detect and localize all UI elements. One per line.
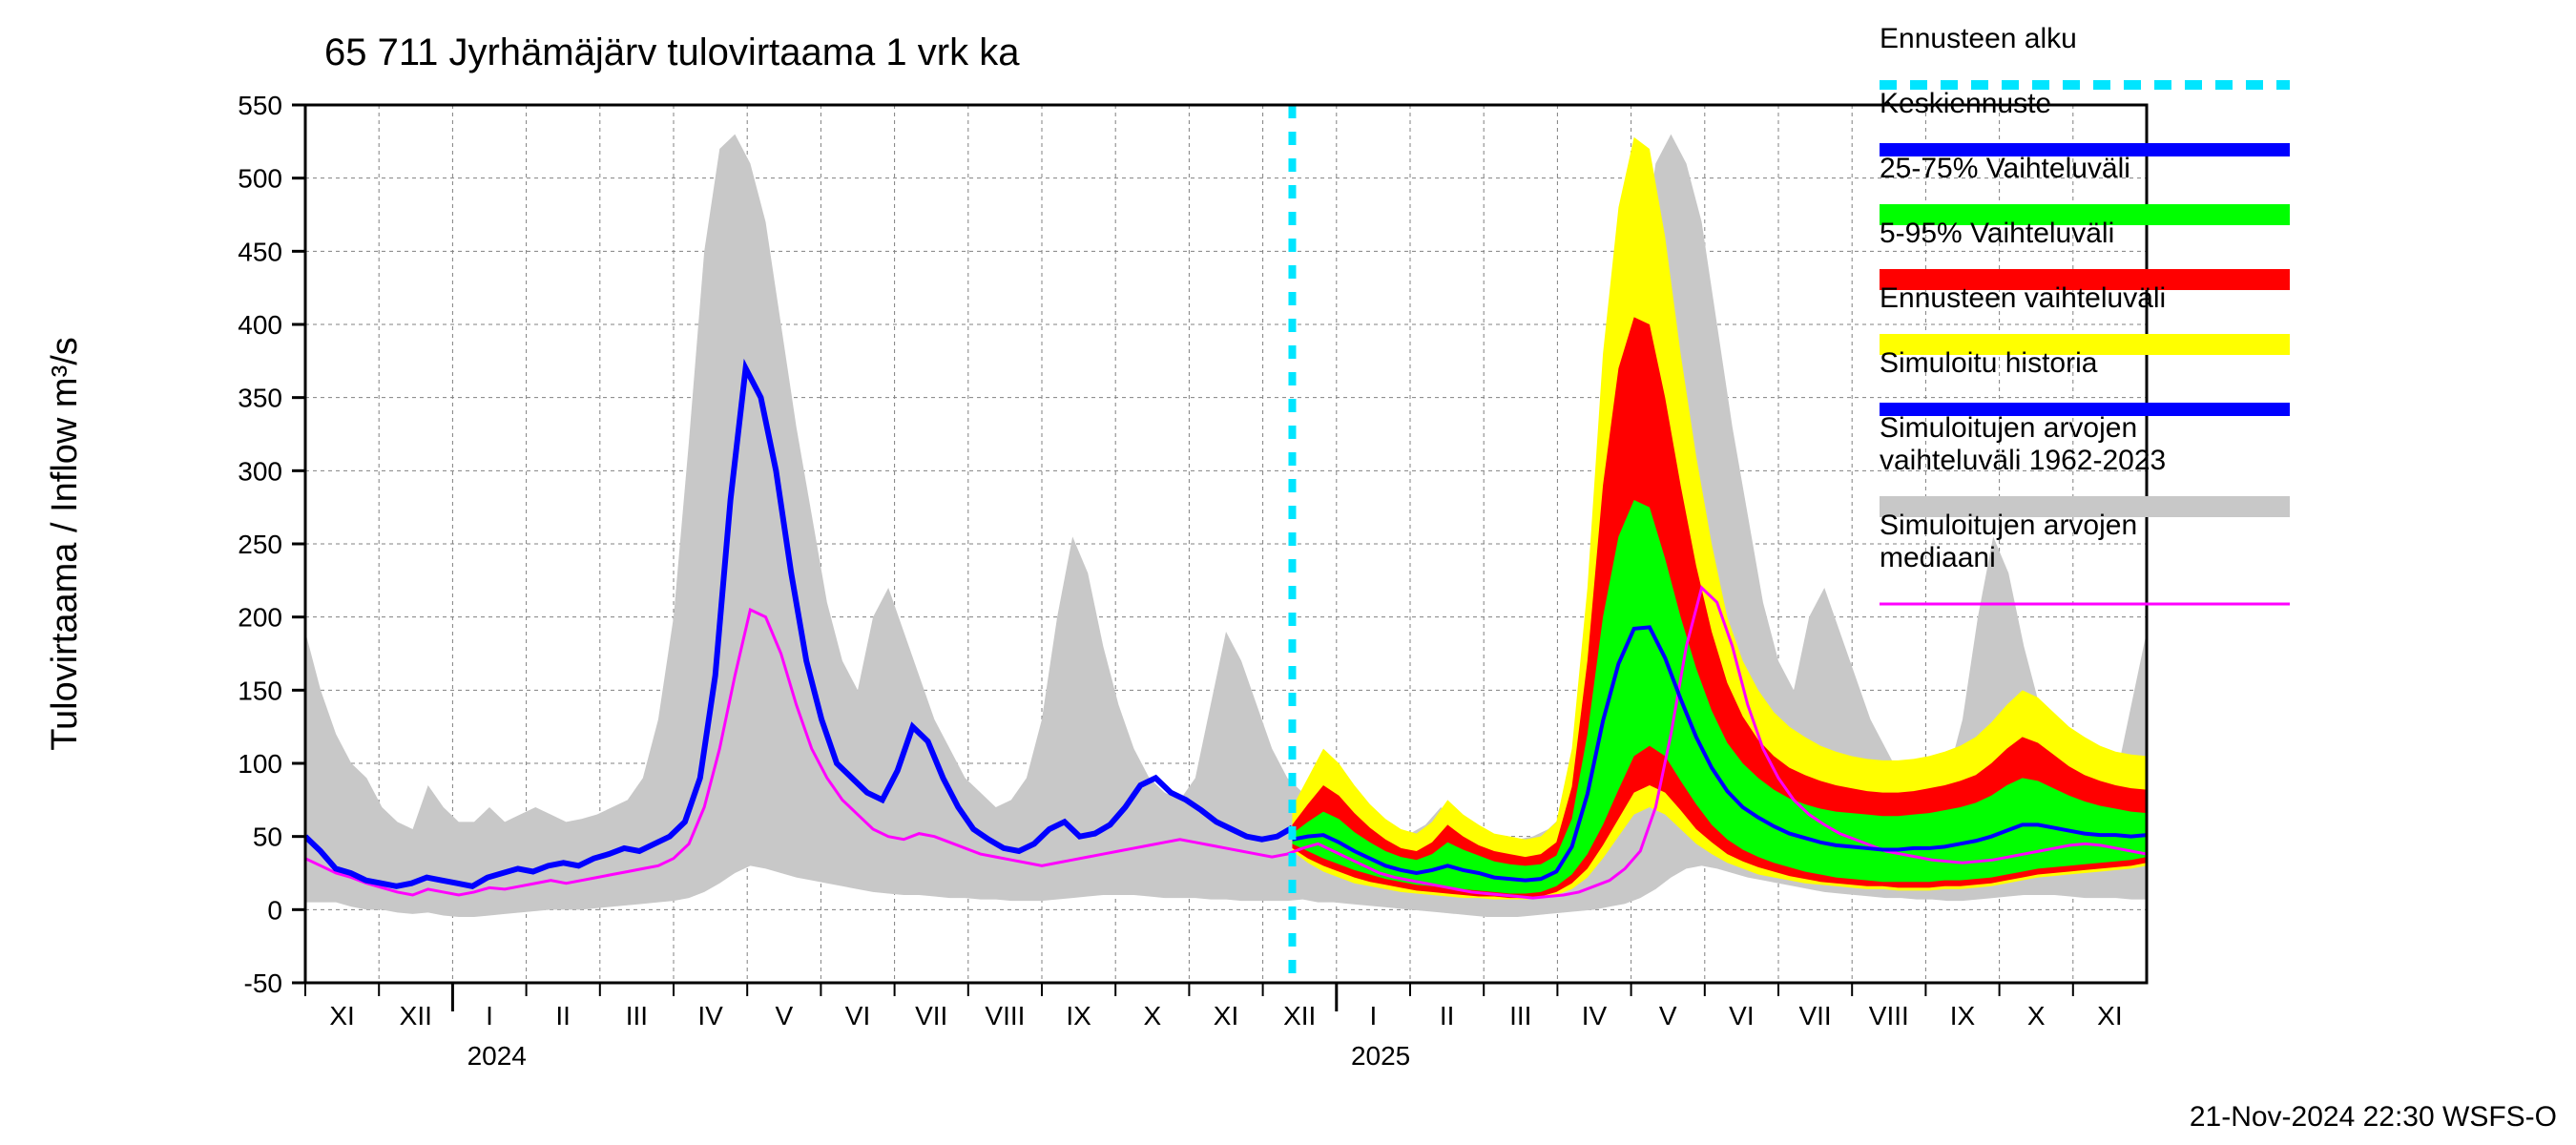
chart-title: 65 711 Jyrhämäjärv tulovirtaama 1 vrk ka — [324, 31, 1020, 73]
ytick-label: 250 — [238, 530, 282, 559]
xtick-month-label: III — [626, 1001, 648, 1030]
xtick-month-label: X — [2027, 1001, 2046, 1030]
ytick-label: 200 — [238, 603, 282, 633]
ytick-label: -50 — [244, 968, 282, 998]
ytick-label: 500 — [238, 164, 282, 194]
xtick-month-label: XII — [400, 1001, 432, 1030]
ytick-label: 100 — [238, 749, 282, 779]
xtick-month-label: XI — [2097, 1001, 2122, 1030]
ytick-label: 50 — [253, 822, 282, 852]
legend-label: Keskiennuste — [1880, 88, 2051, 119]
xtick-month-label: I — [1370, 1001, 1378, 1030]
xtick-month-label: III — [1509, 1001, 1531, 1030]
xtick-year-label: 2024 — [467, 1041, 527, 1071]
xtick-month-label: II — [1440, 1001, 1455, 1030]
xtick-month-label: X — [1143, 1001, 1161, 1030]
ytick-label: 550 — [238, 91, 282, 120]
ytick-label: 400 — [238, 310, 282, 340]
hydrograph-chart: -50050100150200250300350400450500550XIXI… — [0, 0, 2576, 1145]
xtick-month-label: V — [1659, 1001, 1677, 1030]
xtick-month-label: IV — [697, 1001, 723, 1030]
xtick-month-label: VI — [845, 1001, 870, 1030]
chart-svg: -50050100150200250300350400450500550XIXI… — [0, 0, 2576, 1145]
legend-label: Ennusteen vaihteluväli — [1880, 282, 2166, 314]
ytick-label: 0 — [267, 895, 282, 925]
legend-label: Simuloitujen arvojen — [1880, 412, 2137, 444]
legend-label: Simuloitu historia — [1880, 347, 2098, 379]
ytick-label: 150 — [238, 676, 282, 705]
xtick-month-label: I — [486, 1001, 493, 1030]
legend-label: Simuloitujen arvojen — [1880, 510, 2137, 541]
xtick-month-label: IX — [1950, 1001, 1976, 1030]
xtick-month-label: VII — [915, 1001, 947, 1030]
ytick-label: 350 — [238, 384, 282, 413]
xtick-month-label: XII — [1283, 1001, 1316, 1030]
legend-label: Ennusteen alku — [1880, 23, 2077, 54]
ytick-label: 450 — [238, 237, 282, 266]
legend-label: 25-75% Vaihteluväli — [1880, 153, 2130, 184]
xtick-month-label: XI — [1214, 1001, 1238, 1030]
xtick-month-label: II — [555, 1001, 571, 1030]
legend-label: 5-95% Vaihteluväli — [1880, 218, 2114, 249]
xtick-month-label: VII — [1798, 1001, 1831, 1030]
xtick-year-label: 2025 — [1351, 1041, 1410, 1071]
xtick-month-label: VIII — [1869, 1001, 1909, 1030]
xtick-month-label: VI — [1729, 1001, 1754, 1030]
legend-label: vaihteluväli 1962-2023 — [1880, 445, 2166, 476]
y-axis-label: Tulovirtaama / Inflow m³/s — [45, 337, 85, 751]
xtick-month-label: IX — [1066, 1001, 1091, 1030]
chart-footer-timestamp: 21-Nov-2024 22:30 WSFS-O — [2190, 1101, 2557, 1133]
xtick-month-label: V — [775, 1001, 793, 1030]
legend-label: mediaani — [1880, 542, 1996, 573]
ytick-label: 300 — [238, 456, 282, 486]
xtick-month-label: IV — [1582, 1001, 1608, 1030]
xtick-month-label: VIII — [985, 1001, 1025, 1030]
xtick-month-label: XI — [329, 1001, 354, 1030]
